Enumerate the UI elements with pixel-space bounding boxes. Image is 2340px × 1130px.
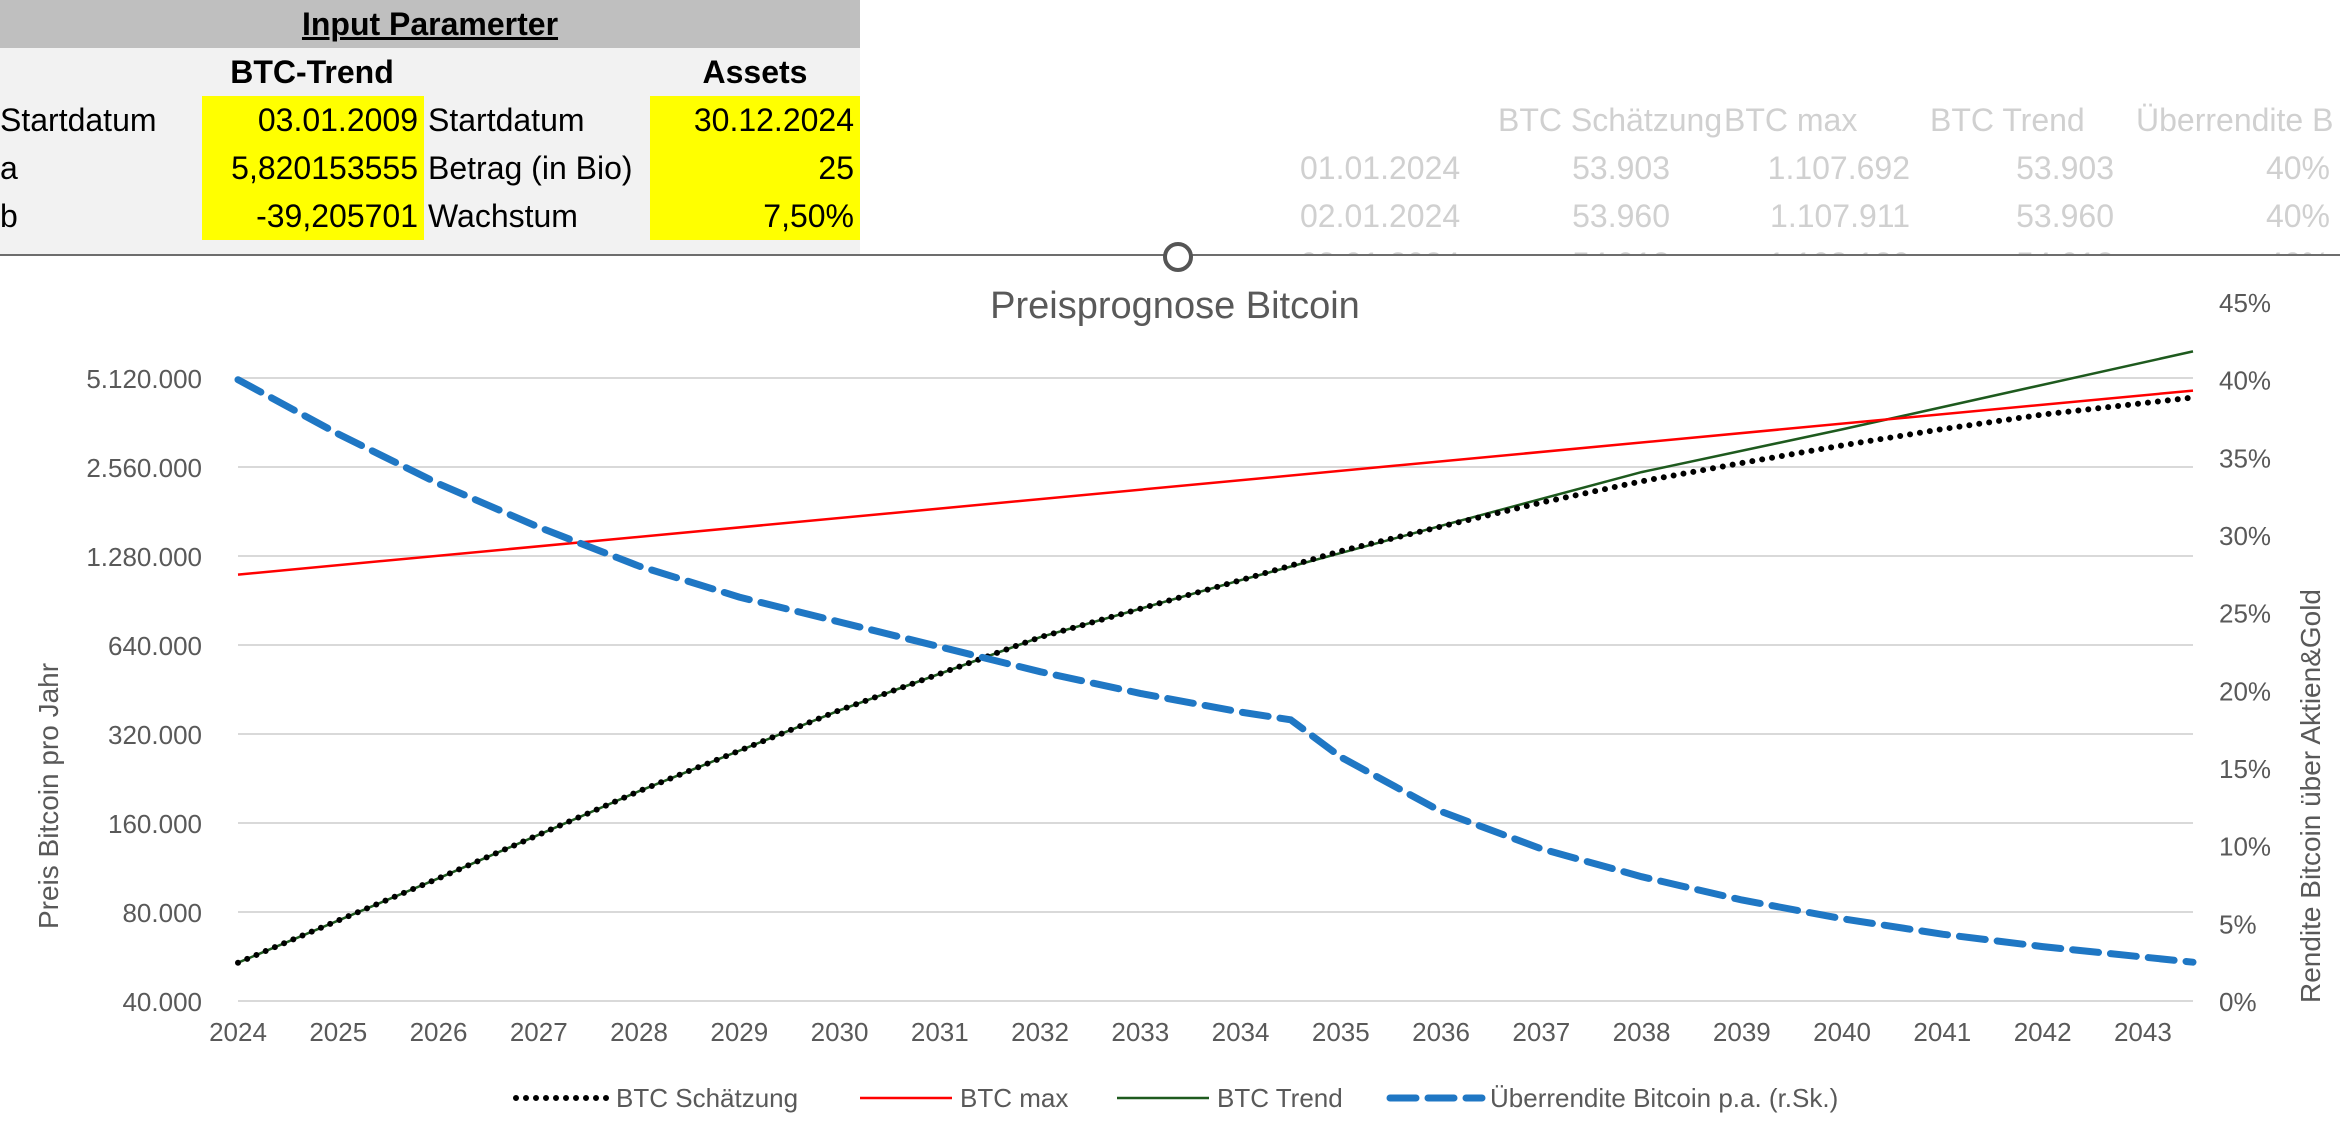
label-b[interactable]: b <box>0 198 18 234</box>
table-value[interactable]: 1.108.130 <box>1700 240 1910 254</box>
legend-label-trend: BTC Trend <box>1217 1083 1343 1113</box>
x-tick-label: 2039 <box>1713 1017 1771 1047</box>
table-date[interactable]: 02.01.2024 <box>1300 198 1461 234</box>
table-value[interactable]: 40% <box>2265 198 2330 234</box>
spreadsheet-area: Input Paramerter BTC-Trend Assets Startd… <box>0 0 2340 256</box>
x-tick-label: 2034 <box>1212 1017 1270 1047</box>
gridlines <box>238 377 2193 1002</box>
y-axis-left[interactable]: 40.000 80.000 160.000 320.000 640.000 1.280.0… <box>86 364 202 1017</box>
x-tick-label: 2043 <box>2114 1017 2172 1047</box>
y2-tick-label: 0% <box>2219 987 2257 1017</box>
x-tick-label: 2040 <box>1813 1017 1871 1047</box>
table-value[interactable]: 53.903 <box>1572 150 1670 186</box>
label-betrag[interactable]: Betrag (in Bio) <box>428 150 633 186</box>
x-tick-label: 2042 <box>2014 1017 2072 1047</box>
x-axis[interactable]: 2024 2025 2026 2027 2028 2029 2030 2031 2032 2033… <box>209 1017 2172 1047</box>
x-tick-label: 2031 <box>911 1017 969 1047</box>
y-tick-label: 2.560.000 <box>86 453 202 483</box>
x-tick-label: 2032 <box>1011 1017 1069 1047</box>
y2-axis-title[interactable]: Rendite Bitcoin über Aktien&Gold <box>2295 589 2326 1003</box>
label-wachstum[interactable]: Wachstum <box>428 198 578 234</box>
legend[interactable]: BTC Schätzung BTC max BTC Trend Überrendite… <box>513 1083 1838 1113</box>
table-header-schaetzung[interactable]: BTC Schätzung <box>1498 102 1723 138</box>
legend-label-schaetzung: BTC Schätzung <box>616 1083 798 1113</box>
y2-tick-label: 15% <box>2219 754 2271 784</box>
table-value[interactable]: 54.018 <box>1930 240 2114 254</box>
label-a[interactable]: a <box>0 150 18 186</box>
table-row-partial: 03.01.2024 54.018 1.108.130 54.018 40% <box>0 240 2340 254</box>
x-tick-label: 2038 <box>1613 1017 1671 1047</box>
y-tick-label: 160.000 <box>108 809 202 839</box>
table-value[interactable]: 53.960 <box>2016 198 2114 234</box>
table-date[interactable]: 03.01.2024 <box>1300 240 1480 254</box>
table-value[interactable]: 40% <box>2200 240 2330 254</box>
label-startdatum[interactable]: Startdatum <box>0 102 157 138</box>
x-tick-label: 2024 <box>209 1017 267 1047</box>
series-line-ueberrendite <box>234 376 2197 966</box>
x-tick-label: 2026 <box>410 1017 468 1047</box>
x-tick-label: 2035 <box>1312 1017 1370 1047</box>
y-tick-label: 40.000 <box>122 987 202 1017</box>
label-startdatum-assets[interactable]: Startdatum <box>428 102 585 138</box>
value-startdatum-assets[interactable]: 30.12.2024 <box>650 96 860 144</box>
y-tick-label: 640.000 <box>108 631 202 661</box>
y2-tick-label: 40% <box>2219 366 2271 396</box>
table-header-trend[interactable]: BTC Trend <box>1930 102 2085 138</box>
table-value[interactable]: 40% <box>2265 150 2330 186</box>
chart-title[interactable]: Preisprognose Bitcoin <box>990 285 1360 327</box>
table-value[interactable]: 1.107.692 <box>1767 150 1910 186</box>
legend-label-max: BTC max <box>960 1083 1068 1113</box>
value-b[interactable]: -39,205701 <box>202 192 424 240</box>
series-group <box>234 350 2197 966</box>
value-wachstum[interactable]: 7,50% <box>650 192 860 240</box>
y-axis-title[interactable]: Preis Bitcoin pro Jahr <box>33 663 64 929</box>
y-tick-label: 5.120.000 <box>86 364 202 394</box>
y-tick-label: 1.280.000 <box>86 542 202 572</box>
table-header-max[interactable]: BTC max <box>1724 102 1858 138</box>
y2-tick-label: 35% <box>2219 443 2271 473</box>
price-forecast-chart[interactable]: Preisprognose Bitcoin 40.000 80.000 160.00… <box>0 256 2340 1130</box>
table-header-ueberrendite[interactable]: Überrendite B <box>2136 102 2334 138</box>
y2-tick-label: 20% <box>2219 676 2271 706</box>
x-tick-label: 2029 <box>710 1017 768 1047</box>
x-tick-label: 2025 <box>309 1017 367 1047</box>
series-line-schaetzung <box>235 394 2196 966</box>
value-a[interactable]: 5,820153555 <box>202 144 424 192</box>
table-date[interactable]: 01.01.2024 <box>1300 150 1461 186</box>
y2-tick-label: 10% <box>2219 832 2271 862</box>
x-tick-label: 2037 <box>1512 1017 1570 1047</box>
table-value[interactable]: 54.018 <box>1490 240 1670 254</box>
x-tick-label: 2036 <box>1412 1017 1470 1047</box>
x-tick-label: 2041 <box>1913 1017 1971 1047</box>
legend-label-ueberrendite: Überrendite Bitcoin p.a. (r.Sk.) <box>1490 1083 1838 1113</box>
x-tick-label: 2033 <box>1111 1017 1169 1047</box>
value-startdatum-btc[interactable]: 03.01.2009 <box>202 96 424 144</box>
table-value[interactable]: 53.960 <box>1572 198 1670 234</box>
y2-tick-label: 45% <box>2219 288 2271 318</box>
y2-tick-label: 5% <box>2219 909 2257 939</box>
series-line-max <box>237 389 2194 576</box>
resize-handle[interactable] <box>1163 242 1193 272</box>
input-parameter-title[interactable]: Input Paramerter <box>0 0 860 48</box>
series-line-trend <box>237 350 2194 964</box>
btc-trend-header[interactable]: BTC-Trend <box>230 54 394 90</box>
value-betrag[interactable]: 25 <box>650 144 860 192</box>
y2-tick-label: 25% <box>2219 599 2271 629</box>
y2-tick-label: 30% <box>2219 521 2271 551</box>
y-axis-right[interactable]: 0% 5% 10% 15% 20% 25% 30% 35% 40% 45% <box>2219 288 2271 1017</box>
x-tick-label: 2027 <box>510 1017 568 1047</box>
table-value[interactable]: 1.107.911 <box>1770 198 1910 234</box>
assets-header[interactable]: Assets <box>702 54 808 90</box>
table-value[interactable]: 53.903 <box>2016 150 2114 186</box>
y-tick-label: 80.000 <box>122 898 202 928</box>
x-tick-label: 2028 <box>610 1017 668 1047</box>
x-tick-label: 2030 <box>811 1017 869 1047</box>
y-tick-label: 320.000 <box>108 720 202 750</box>
